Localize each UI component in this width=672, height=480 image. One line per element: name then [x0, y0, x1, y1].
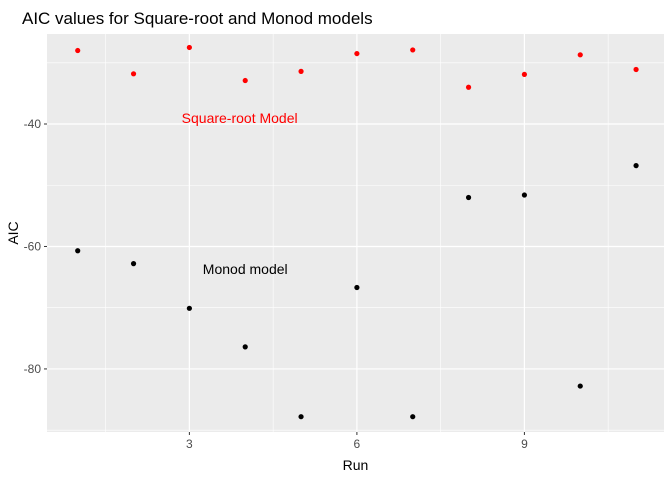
- y-axis-ticks: -80 -60 -40: [24, 117, 47, 376]
- monod-annotation: Monod model: [203, 261, 288, 277]
- x-tick-label: 6: [354, 437, 361, 451]
- monod-point: [75, 248, 81, 254]
- y-tick-label: -60: [24, 239, 42, 253]
- y-axis-title: AIC: [5, 221, 21, 244]
- square-root-point: [410, 47, 416, 53]
- x-axis-ticks: 3 6 9: [186, 432, 528, 451]
- square-root-point: [242, 77, 248, 84]
- square-root-point: [577, 52, 583, 58]
- major-gridlines: [47, 34, 664, 432]
- square-root-point: [130, 71, 137, 77]
- plot-panel: [47, 34, 664, 432]
- square-root-point: [298, 68, 304, 74]
- monod-point: [577, 383, 583, 389]
- monod-point: [410, 414, 416, 420]
- monod-point: [130, 261, 137, 267]
- monod-point: [242, 344, 248, 350]
- y-tick-label: -80: [24, 362, 42, 376]
- x-axis-title: Run: [343, 457, 369, 473]
- monod-point: [354, 284, 360, 291]
- monod-point: [633, 163, 639, 169]
- annotations: Square-root Model Monod model: [182, 110, 298, 277]
- monod-point: [465, 194, 472, 201]
- x-tick-label: 9: [521, 437, 528, 451]
- square-root-point: [186, 44, 192, 51]
- square-root-point: [354, 50, 360, 57]
- square-root-annotation: Square-root Model: [182, 110, 298, 126]
- square-root-point: [75, 47, 81, 54]
- square-root-point: [633, 66, 639, 73]
- monod-point: [521, 192, 528, 198]
- x-tick-label: 3: [186, 437, 193, 451]
- data-points: [75, 44, 639, 420]
- square-root-point: [521, 71, 528, 78]
- square-root-point: [465, 84, 472, 90]
- minor-gridlines: [47, 34, 664, 432]
- chart-title: AIC values for Square-root and Monod mod…: [22, 9, 373, 28]
- monod-point: [298, 414, 304, 420]
- monod-point: [186, 305, 192, 311]
- y-tick-label: -40: [24, 117, 42, 131]
